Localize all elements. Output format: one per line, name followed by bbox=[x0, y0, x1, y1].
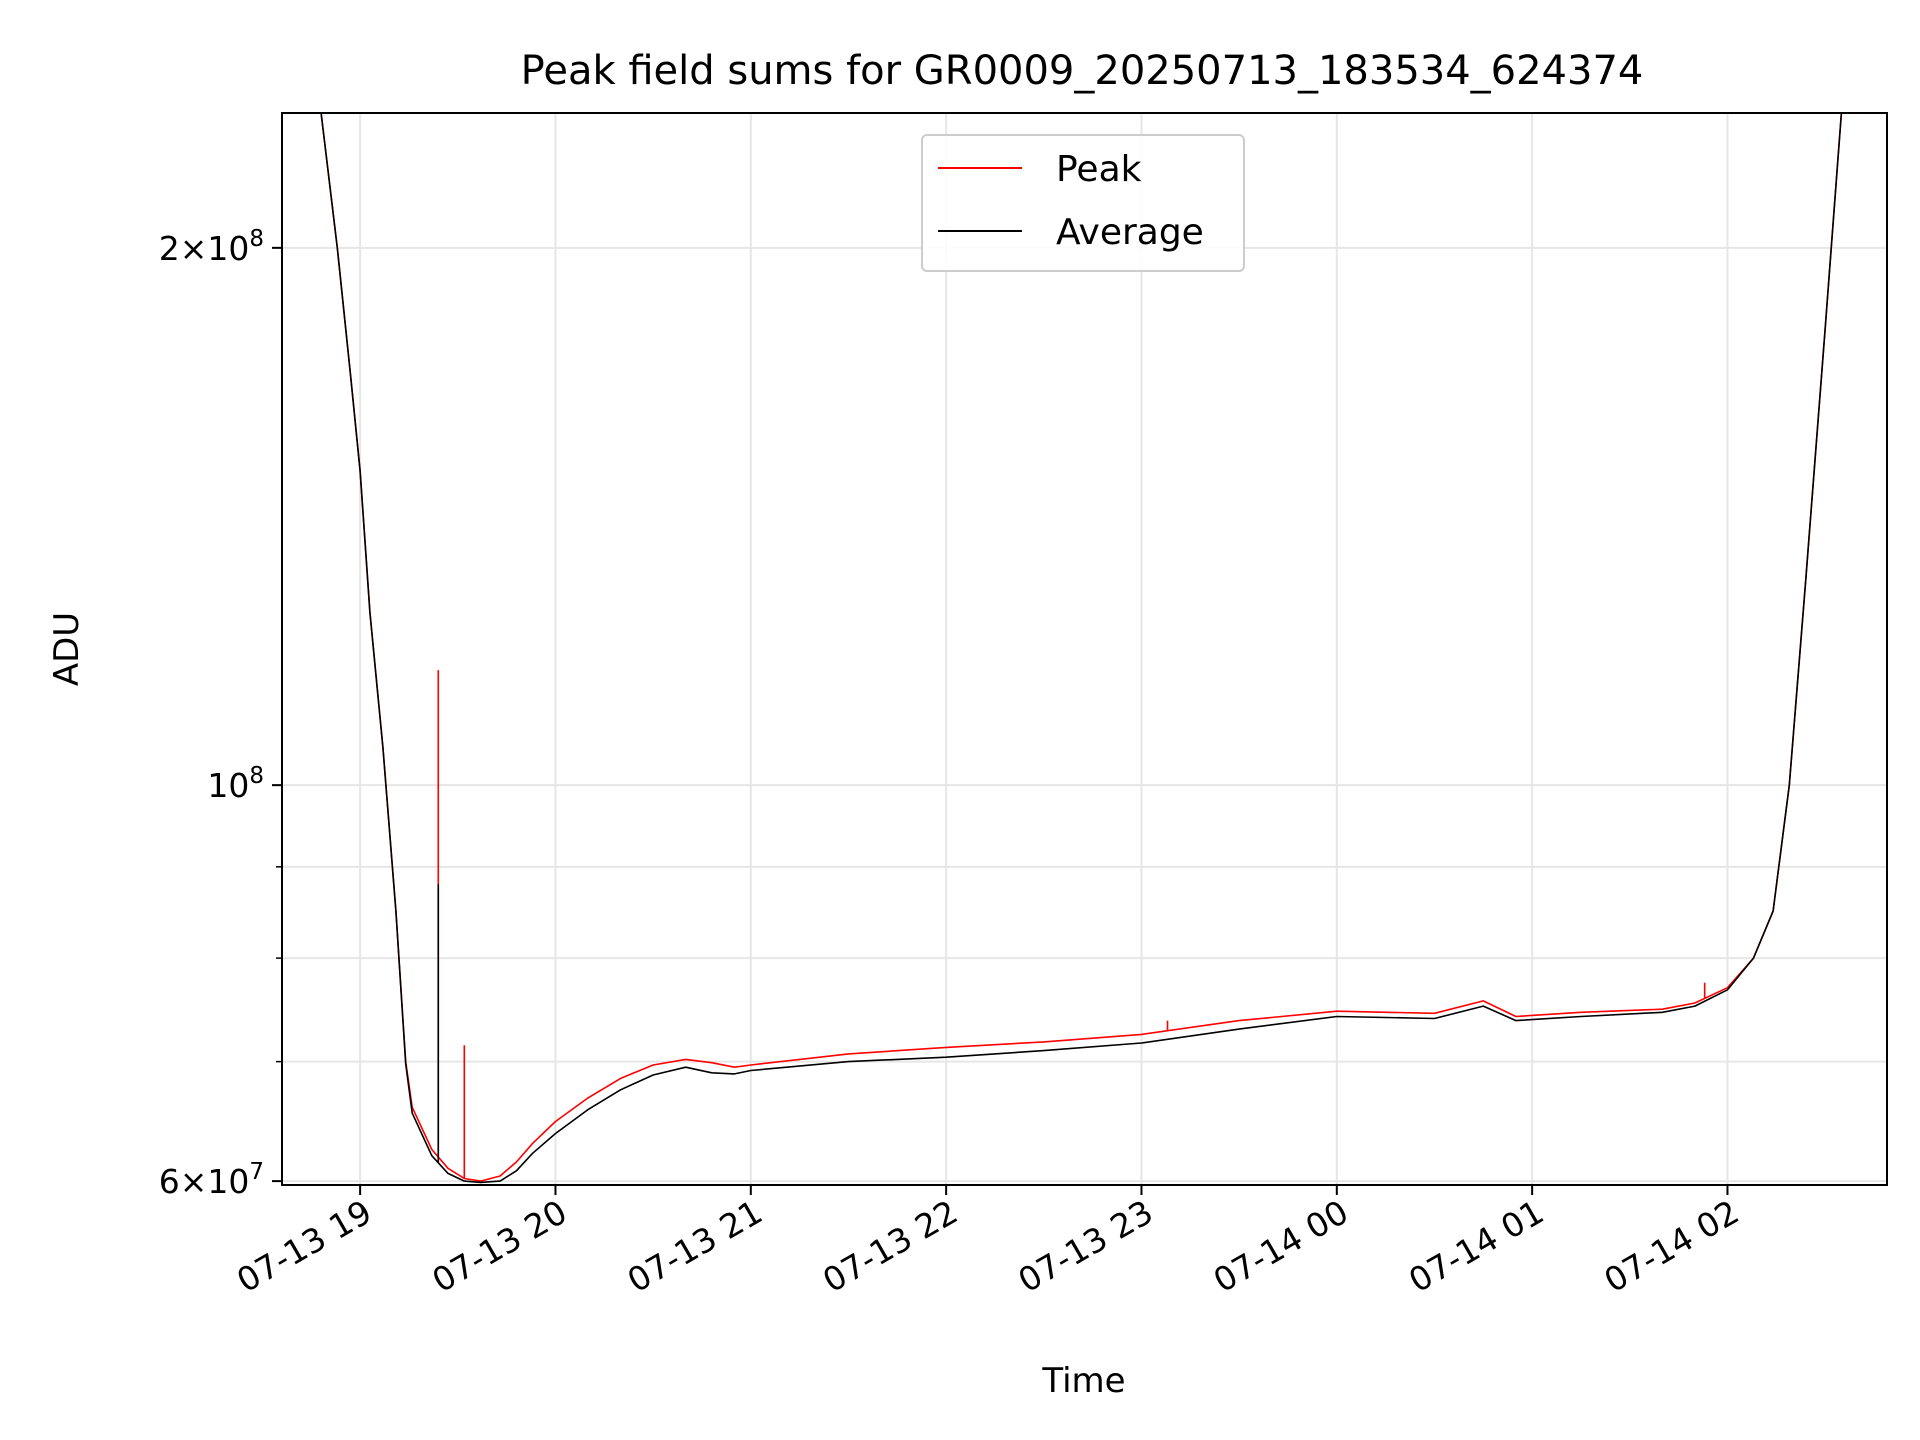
y-tick-exponent: 8 bbox=[249, 763, 264, 789]
y-tick-mantissa: 2×10 bbox=[159, 229, 250, 268]
y-tick-exponent: 7 bbox=[249, 1159, 264, 1185]
legend-label-peak: Peak bbox=[1056, 149, 1142, 190]
legend: Peak Average bbox=[921, 134, 1245, 272]
series-line-average bbox=[282, 112, 1887, 1184]
y-tick-label: 6×107 bbox=[159, 1159, 264, 1201]
y-tick-mantissa: 10 bbox=[207, 766, 249, 805]
y-tick-label: 2×108 bbox=[159, 226, 264, 268]
y-axis-label: ADU bbox=[47, 612, 87, 686]
y-tick-exponent: 8 bbox=[249, 226, 264, 252]
chart-title: Peak field sums for GR0009_20250713_1835… bbox=[521, 48, 1644, 94]
series-layer bbox=[282, 112, 1887, 1184]
y-tick-mantissa: 6×10 bbox=[159, 1162, 250, 1201]
x-axis-label: Time bbox=[1041, 1361, 1125, 1401]
legend-label-average: Average bbox=[1056, 212, 1204, 253]
plot-area-frame bbox=[281, 112, 1888, 1186]
y-tick-label: 108 bbox=[207, 763, 264, 805]
